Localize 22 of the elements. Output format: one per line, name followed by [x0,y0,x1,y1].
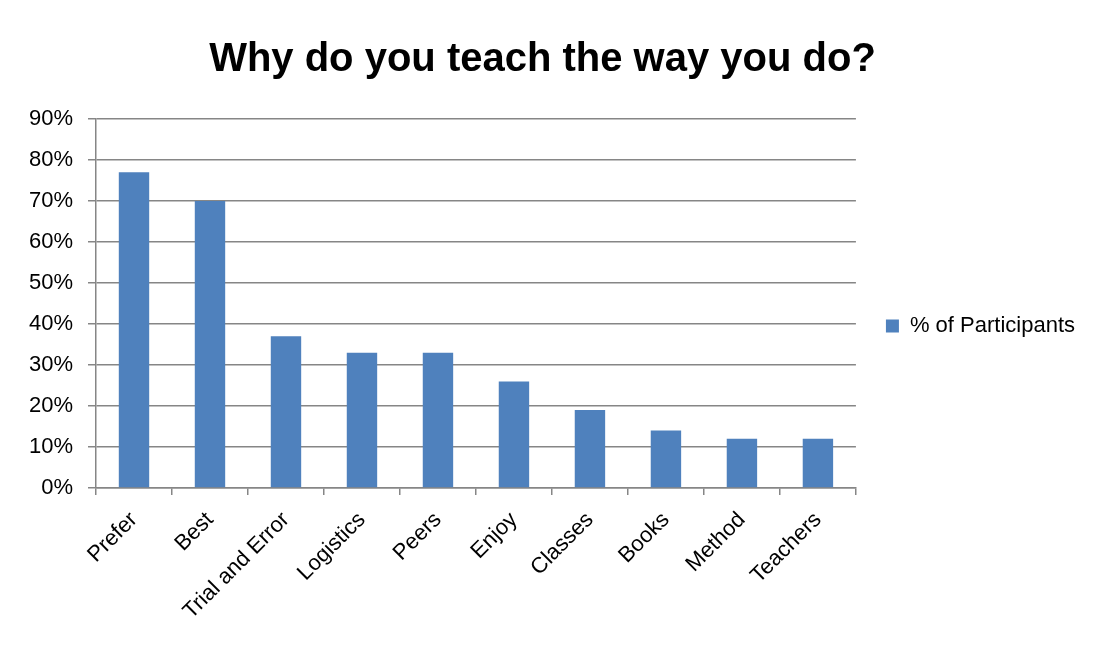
y-tick-label: 20% [28,392,73,418]
bar [270,336,302,488]
y-tick-label: 50% [28,269,73,295]
bar [118,172,150,488]
bar [802,438,834,488]
bar [574,410,606,488]
bar [346,352,378,488]
y-tick-label: 10% [28,433,73,459]
y-tick-label: 30% [28,351,73,377]
bar [194,201,226,488]
y-tick-label: 70% [28,187,73,213]
y-tick-label: 0% [41,474,73,500]
bar [726,438,758,488]
bar [498,381,530,488]
y-tick-label: 60% [28,228,73,254]
legend-label: % of Participants [909,312,1075,338]
bar [650,430,682,488]
y-tick-label: 40% [28,310,73,336]
bar [422,352,454,488]
chart-title: Why do you teach the way you do? [209,35,876,80]
y-tick-label: 80% [28,146,73,172]
y-tick-label: 90% [28,105,73,131]
